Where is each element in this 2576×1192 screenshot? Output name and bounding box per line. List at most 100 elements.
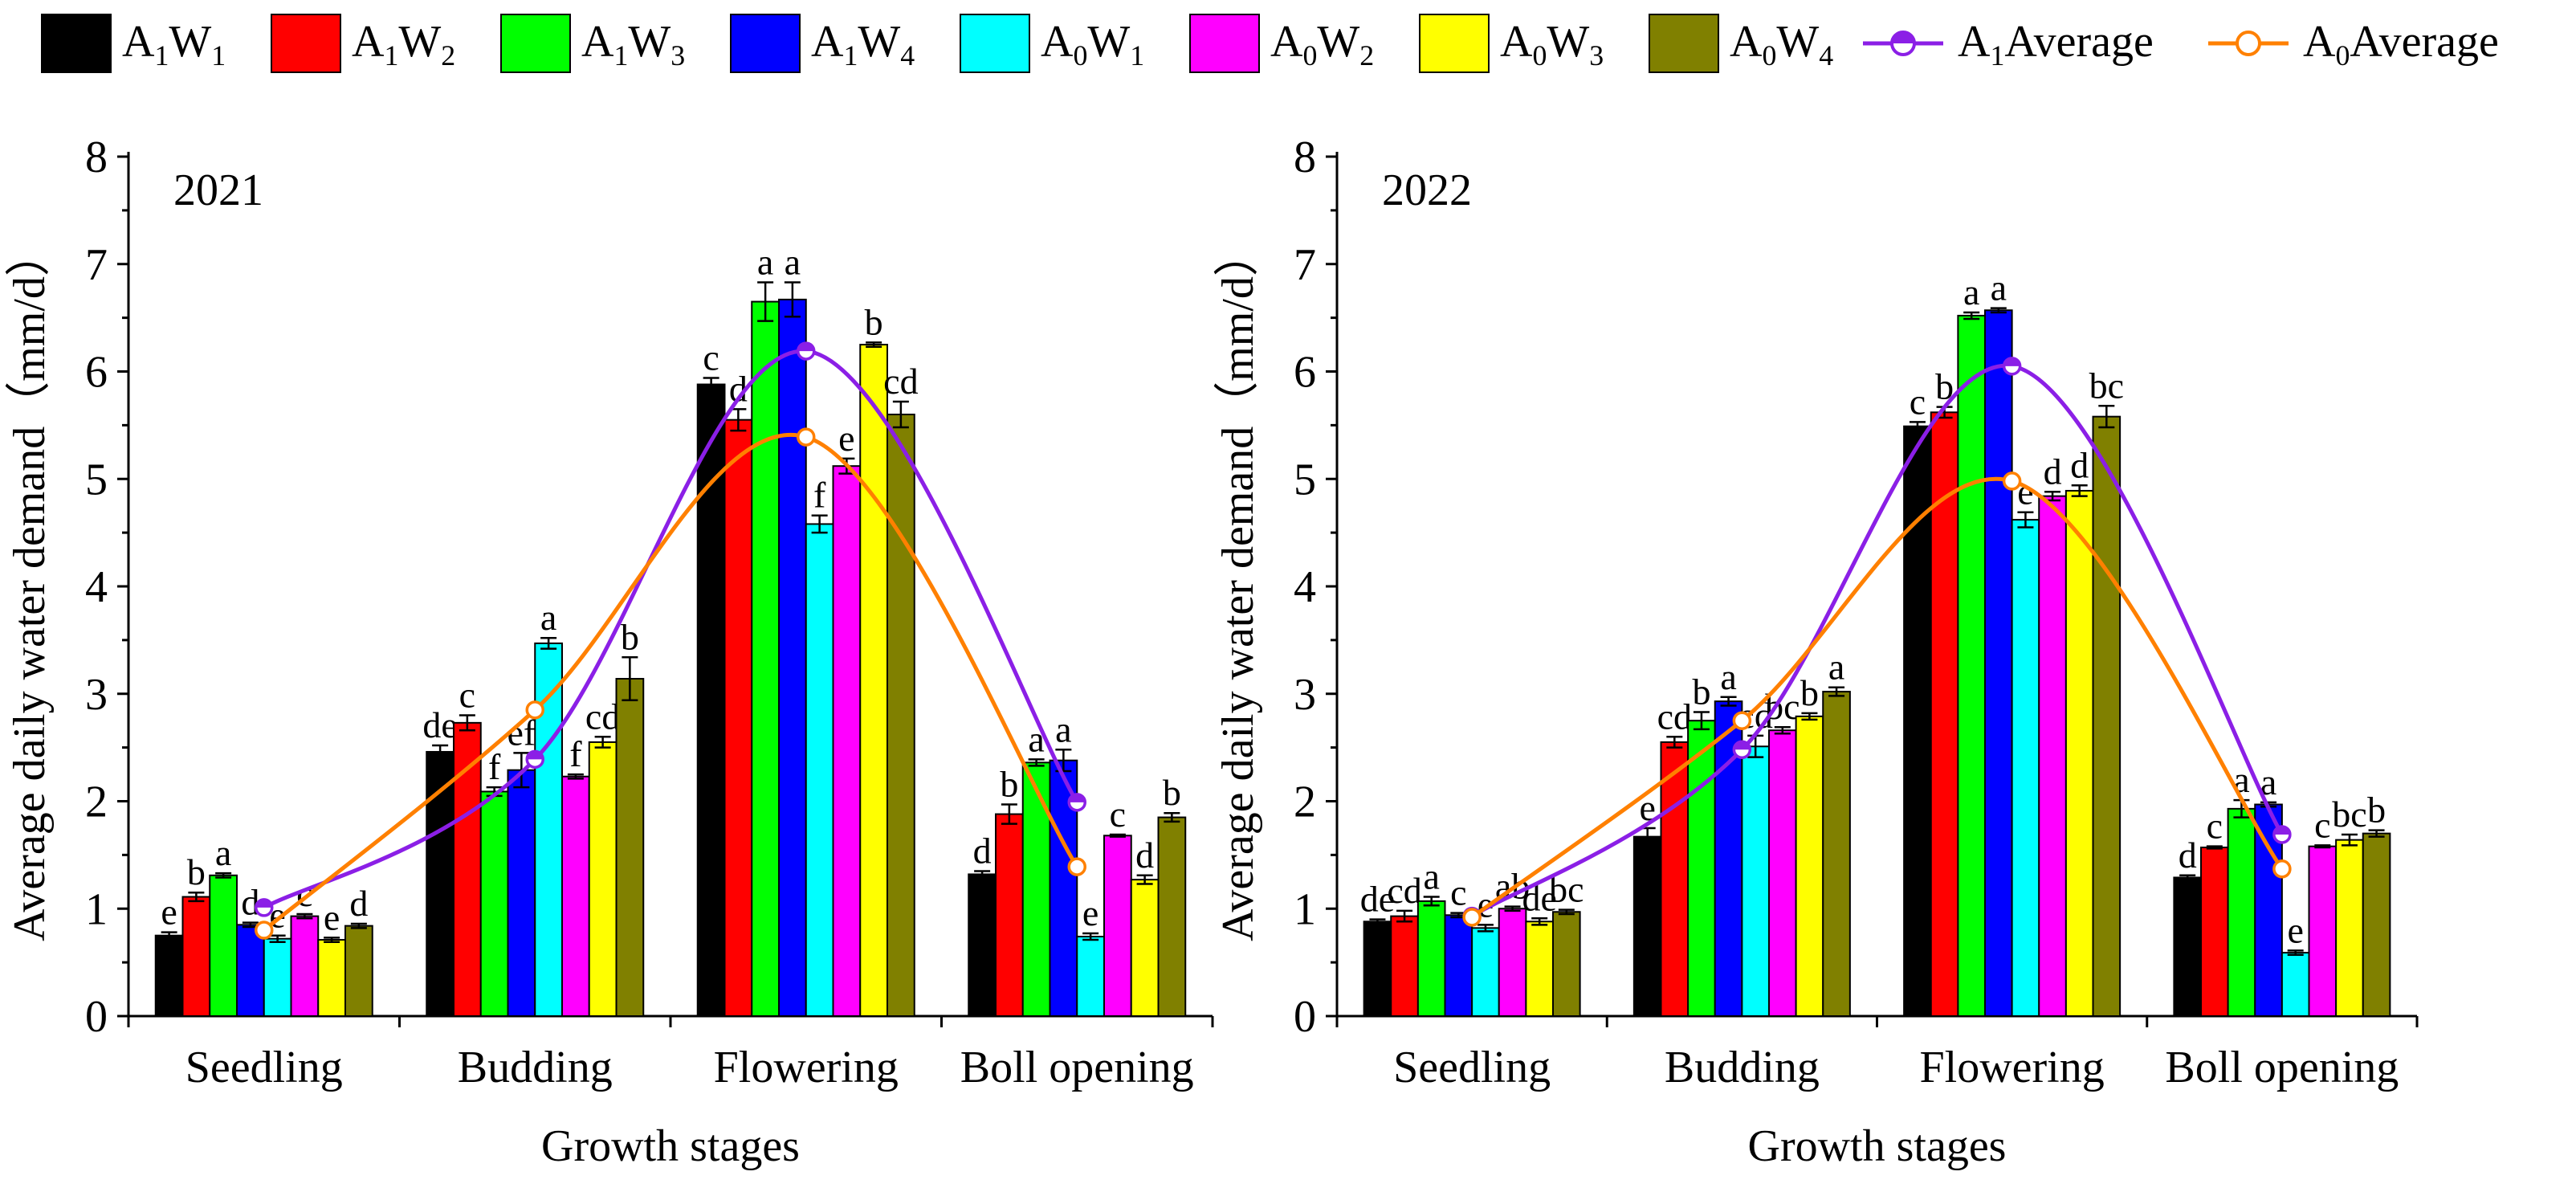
legend-label: A0W2 bbox=[1270, 17, 1374, 71]
bar-A0W4-boll-opening bbox=[1157, 816, 1187, 1017]
bar-A1W3-boll-opening bbox=[2227, 807, 2256, 1017]
bar-A0W3-flowering bbox=[859, 344, 888, 1017]
label-part: W bbox=[169, 17, 211, 67]
subscript: 1 bbox=[613, 39, 628, 71]
label-part: A bbox=[122, 17, 155, 67]
legend-item-A0W2: A0W2 bbox=[1189, 14, 1374, 73]
x-axis-title: Growth stages bbox=[1748, 1121, 2007, 1171]
significance-label: cd bbox=[883, 361, 918, 402]
x-tick-label: Boll opening bbox=[2165, 1043, 2399, 1092]
significance-label: a bbox=[757, 241, 773, 282]
bar-A1W2-flowering bbox=[723, 418, 753, 1017]
subscript: 3 bbox=[1589, 39, 1604, 71]
y-tick-label: 2 bbox=[1294, 778, 1316, 827]
average-point-fill bbox=[2003, 357, 2020, 366]
subscript: 1 bbox=[211, 39, 226, 71]
significance-label: bc bbox=[2332, 794, 2366, 835]
significance-label: d bbox=[2179, 835, 2197, 876]
label-part: W bbox=[1317, 17, 1359, 67]
bar-A0W4-budding bbox=[1822, 691, 1851, 1017]
y-tick-label: 6 bbox=[85, 348, 108, 398]
significance-label: bc bbox=[2089, 365, 2124, 406]
y-tick-label: 6 bbox=[1294, 348, 1316, 398]
bar-A1W2-seedling bbox=[1390, 915, 1419, 1018]
legend-swatch bbox=[960, 14, 1030, 73]
bar-A0W4-seedling bbox=[1552, 911, 1581, 1017]
average-point bbox=[1732, 711, 1752, 730]
bar-A1W1-seedling bbox=[1363, 921, 1392, 1018]
subscript: 0 bbox=[1073, 39, 1087, 71]
bar-A1W1-flowering bbox=[1903, 425, 1932, 1017]
bar-A0W3-boll-opening bbox=[2335, 839, 2364, 1018]
y-tick-label: 1 bbox=[1294, 884, 1316, 934]
average-point bbox=[1462, 908, 1482, 927]
bar-A0W3-budding bbox=[588, 741, 618, 1017]
label-part: A bbox=[1041, 17, 1074, 67]
label-part: A bbox=[352, 17, 385, 67]
average-point-fill bbox=[255, 899, 272, 908]
significance-label: b bbox=[1163, 772, 1181, 813]
significance-label: b bbox=[865, 301, 883, 342]
bar-A1W2-seedling bbox=[181, 896, 211, 1017]
significance-label: a bbox=[1423, 856, 1439, 897]
bar-A1W4-boll-opening bbox=[2254, 803, 2283, 1017]
significance-label: e bbox=[1478, 884, 1494, 925]
bar-A0W2-boll-opening bbox=[1103, 835, 1132, 1018]
average-line-A1Average bbox=[1462, 357, 2292, 926]
bar-A1W3-budding bbox=[479, 790, 509, 1018]
y-tick-label: 5 bbox=[1294, 455, 1316, 504]
legend-item-A1W4: A1W4 bbox=[730, 14, 915, 73]
label-part: W bbox=[628, 17, 670, 67]
bar-A0W3-seedling bbox=[1525, 921, 1554, 1018]
x-tick-label: Boll opening bbox=[960, 1043, 1194, 1092]
significance-label: a bbox=[1963, 271, 1979, 312]
subscript: 0 bbox=[1762, 39, 1776, 71]
bar-A1W2-boll-opening bbox=[2200, 847, 2229, 1017]
subscript: 0 bbox=[1302, 39, 1317, 71]
bar-A1W2-budding bbox=[453, 721, 482, 1017]
subscript: 0 bbox=[2335, 39, 2350, 71]
bar-A0W3-boll-opening bbox=[1130, 879, 1160, 1017]
bar-A1W2-budding bbox=[1660, 741, 1689, 1017]
y-tick-label: 0 bbox=[85, 992, 108, 1042]
y-tick-label: 7 bbox=[1294, 240, 1316, 290]
average-point-fill bbox=[797, 343, 814, 352]
significance-label: cd bbox=[585, 696, 620, 737]
average-point-fill bbox=[1069, 794, 1086, 802]
significance-label: c bbox=[1450, 872, 1466, 913]
y-tick-label: 7 bbox=[85, 240, 108, 290]
significance-label: a bbox=[540, 597, 556, 638]
legend-item-A0W1: A0W1 bbox=[960, 14, 1144, 73]
legend-item-A1W1: A1W1 bbox=[41, 14, 226, 73]
bar-A0W1-flowering bbox=[805, 523, 834, 1017]
x-tick-label: Seedling bbox=[185, 1043, 343, 1092]
y-axis-title: Average daily water demand（mm/d） bbox=[5, 231, 55, 941]
y-tick-label: 5 bbox=[85, 455, 108, 504]
x-tick-label: Flowering bbox=[714, 1043, 899, 1092]
significance-label: d bbox=[241, 882, 259, 923]
label-part: A bbox=[2303, 17, 2336, 67]
average-point-fill bbox=[1734, 741, 1751, 750]
significance-label: e bbox=[2287, 909, 2303, 950]
significance-label: c bbox=[459, 675, 475, 716]
chart-panel-2021: 0 1 2 3 4 5 6 7 8 Seedling Budding Flowering Boll op… bbox=[5, 133, 1214, 1171]
legend-label: A1W3 bbox=[581, 17, 685, 71]
bar-A0W1-boll-opening bbox=[2280, 952, 2310, 1018]
bar-A1W3-budding bbox=[1687, 720, 1716, 1017]
x-tick-label: Seedling bbox=[1393, 1043, 1551, 1092]
average-point-fill bbox=[2273, 826, 2290, 835]
y-tick-label: 4 bbox=[85, 562, 108, 612]
average-point bbox=[2002, 471, 2022, 491]
significance-label: f bbox=[488, 746, 501, 787]
y-tick-label: 8 bbox=[1294, 133, 1316, 182]
bar-A1W3-flowering bbox=[751, 300, 780, 1017]
bar-A1W3-boll-opening bbox=[1021, 761, 1051, 1017]
legend-swatch bbox=[1419, 14, 1490, 73]
bar-A1W1-boll-opening bbox=[2173, 876, 2202, 1018]
legend-swatch bbox=[1649, 14, 1719, 73]
legend-item-A0W4: A0W4 bbox=[1649, 14, 1833, 73]
average-line-A0Average bbox=[255, 427, 1086, 940]
bar-A1W4-budding bbox=[507, 769, 536, 1018]
bar-A1W1-budding bbox=[1632, 835, 1662, 1017]
